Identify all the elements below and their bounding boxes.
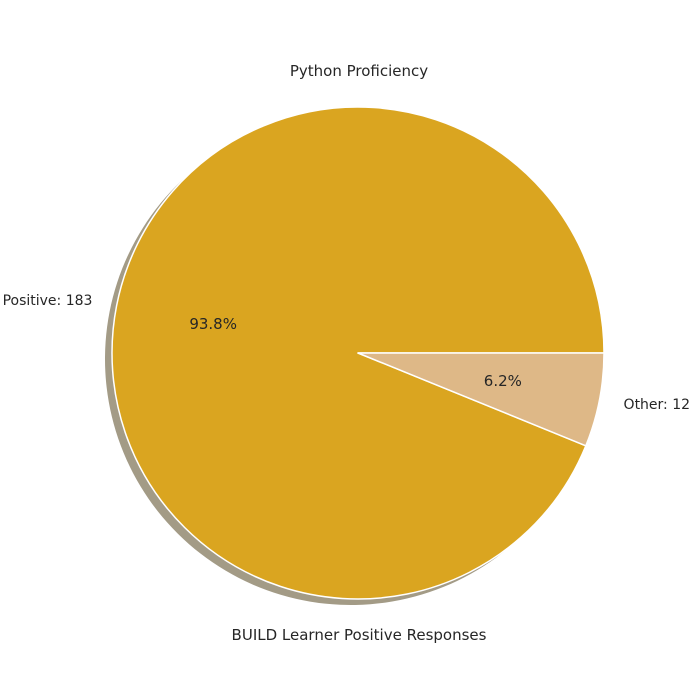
slice-percent-other: 6.2% [484,372,522,390]
chart-xlabel: BUILD Learner Positive Responses [232,626,487,644]
pie-slice-other [357,352,605,447]
slice-percent-positive: 93.8% [189,315,237,333]
pie-slices [111,106,605,600]
slice-label-positive: Positive: 183 [3,293,93,309]
slice-label-other: Other: 12 [624,397,691,413]
pie-labels: Positive: 183 93.8% Other: 12 6.2% [3,293,690,413]
chart-title: Python Proficiency [290,62,428,80]
